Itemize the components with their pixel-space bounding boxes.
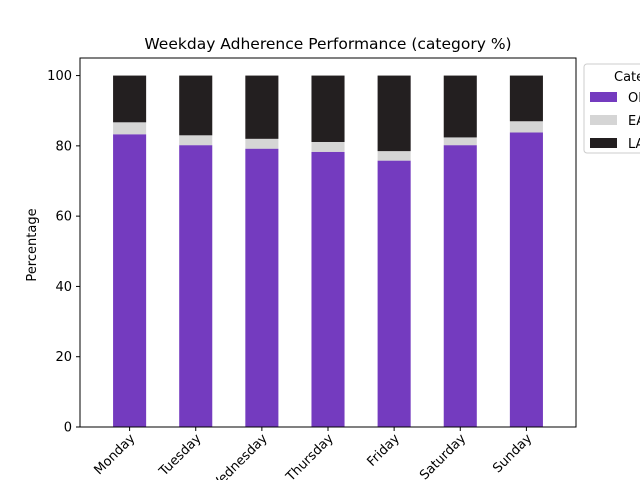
bar-wednesday-series-1	[245, 138, 279, 149]
y-tick-label: 60	[55, 210, 72, 225]
bar-wednesday-series-2	[245, 75, 279, 139]
legend-swatch	[590, 138, 617, 148]
legend-swatch	[590, 115, 617, 125]
plot-frame	[79, 57, 577, 428]
x-axis: Monday Tuesday Wednesday Thursday Friday Satu…	[92, 427, 535, 480]
bar-saturday-series-1	[443, 137, 477, 146]
bar-thursday-series-1	[311, 141, 345, 152]
x-tick-label: Thursday	[283, 431, 337, 480]
y-tick-label: 80	[55, 139, 72, 154]
legend-swatch	[590, 92, 617, 102]
bar-tuesday-series-1	[179, 135, 213, 146]
bar-sunday-series-2	[509, 75, 543, 122]
y-tick-label: 20	[55, 350, 72, 365]
bar-monday-series-1	[113, 122, 147, 135]
chart-title: Weekday Adherence Performance (category …	[144, 35, 511, 53]
x-tick-label: Saturday	[417, 431, 469, 480]
bar-friday-series-2	[377, 75, 411, 152]
bar-monday-series-0	[113, 134, 147, 427]
legend: Category ON TIME EARLY LATE	[583, 63, 640, 154]
bar-thursday-series-0	[311, 151, 345, 427]
x-tick-label: Monday	[92, 431, 139, 478]
bar-tuesday-series-2	[179, 75, 213, 136]
bars-group	[113, 75, 543, 428]
x-tick-label: Wednesday	[207, 431, 271, 480]
y-axis: 0 20 40 60 80 100	[47, 69, 80, 436]
legend-title: Category	[614, 70, 640, 85]
y-axis-label: Percentage	[25, 208, 40, 281]
legend-entry-label: ON TIME	[628, 91, 640, 106]
bar-monday-series-2	[113, 75, 147, 123]
legend-entry-label: LATE	[628, 137, 640, 152]
bar-tuesday-series-0	[179, 145, 213, 427]
bar-wednesday-series-0	[245, 148, 279, 428]
bar-sunday-series-0	[509, 132, 543, 427]
bar-saturday-series-2	[443, 75, 477, 138]
y-tick-label: 100	[47, 69, 72, 84]
y-tick-label: 0	[64, 421, 72, 436]
bar-saturday-series-0	[443, 145, 477, 427]
legend-entry-label: EARLY	[628, 114, 640, 129]
x-tick-label: Friday	[364, 431, 403, 470]
bar-thursday-series-2	[311, 75, 345, 142]
x-tick-label: Tuesday	[156, 431, 205, 480]
bar-friday-series-1	[377, 151, 411, 161]
bar-friday-series-0	[377, 160, 411, 427]
legend-frame	[583, 63, 640, 154]
x-tick-label: Sunday	[490, 431, 535, 476]
bar-sunday-series-1	[509, 121, 543, 133]
y-tick-label: 40	[55, 280, 72, 295]
